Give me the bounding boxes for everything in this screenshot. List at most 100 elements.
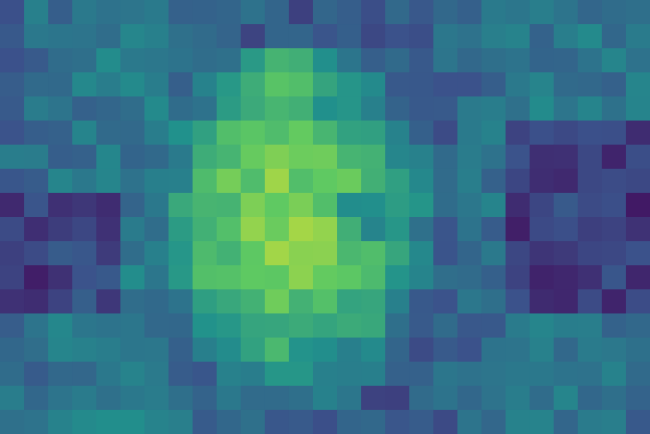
mosaic-cell bbox=[530, 410, 555, 434]
mosaic-cell bbox=[144, 265, 169, 290]
mosaic-cell bbox=[337, 0, 362, 25]
mosaic-cell bbox=[481, 193, 506, 218]
mosaic-cell bbox=[193, 386, 218, 411]
mosaic-cell bbox=[626, 193, 650, 218]
mosaic-cell bbox=[0, 193, 25, 218]
mosaic-cell bbox=[506, 265, 531, 290]
mosaic-cell bbox=[193, 145, 218, 170]
mosaic-cell bbox=[385, 265, 410, 290]
mosaic-cell bbox=[433, 313, 458, 338]
mosaic-cell bbox=[433, 265, 458, 290]
mosaic-cell bbox=[554, 338, 579, 363]
mosaic-cell bbox=[337, 24, 362, 49]
mosaic-cell bbox=[481, 72, 506, 97]
mosaic-cell bbox=[385, 48, 410, 73]
mosaic-cell bbox=[457, 338, 482, 363]
mosaic-cell bbox=[265, 24, 290, 49]
mosaic-cell bbox=[506, 0, 531, 25]
mosaic-cell bbox=[217, 410, 242, 434]
mosaic-cell bbox=[409, 265, 434, 290]
mosaic-cell bbox=[602, 0, 627, 25]
mosaic-cell bbox=[385, 217, 410, 242]
mosaic-cell bbox=[433, 289, 458, 314]
mosaic-cell bbox=[0, 0, 25, 25]
mosaic-cell bbox=[24, 289, 49, 314]
mosaic-cell bbox=[48, 0, 73, 25]
mosaic-cell bbox=[481, 362, 506, 387]
mosaic-cell bbox=[24, 265, 49, 290]
mosaic-cell bbox=[385, 313, 410, 338]
mosaic-cell bbox=[0, 410, 25, 434]
mosaic-cell bbox=[193, 217, 218, 242]
mosaic-cell bbox=[48, 338, 73, 363]
mosaic-cell bbox=[602, 386, 627, 411]
mosaic-cell bbox=[24, 145, 49, 170]
mosaic-cell bbox=[313, 313, 338, 338]
mosaic-cell bbox=[217, 48, 242, 73]
mosaic-cell bbox=[313, 96, 338, 121]
mosaic-cell bbox=[169, 313, 194, 338]
mosaic-cell bbox=[602, 362, 627, 387]
mosaic-cell bbox=[554, 313, 579, 338]
mosaic-cell bbox=[120, 362, 145, 387]
mosaic-cell bbox=[506, 48, 531, 73]
mosaic-cell bbox=[24, 96, 49, 121]
mosaic-cell bbox=[481, 48, 506, 73]
mosaic-cell bbox=[409, 338, 434, 363]
mosaic-cell bbox=[48, 217, 73, 242]
mosaic-cell bbox=[217, 193, 242, 218]
mosaic-cell bbox=[193, 289, 218, 314]
mosaic-cell bbox=[457, 145, 482, 170]
mosaic-cell bbox=[120, 169, 145, 194]
mosaic-cell bbox=[193, 362, 218, 387]
mosaic-cell bbox=[72, 241, 97, 266]
mosaic-cell bbox=[457, 96, 482, 121]
mosaic-cell bbox=[0, 241, 25, 266]
mosaic-cell bbox=[169, 169, 194, 194]
mosaic-cell bbox=[0, 313, 25, 338]
mosaic-cell bbox=[24, 121, 49, 146]
mosaic-cell bbox=[289, 72, 314, 97]
mosaic-cell bbox=[578, 0, 603, 25]
mosaic-cell bbox=[409, 169, 434, 194]
mosaic-cell bbox=[217, 313, 242, 338]
mosaic-cell bbox=[72, 362, 97, 387]
mosaic-cell bbox=[193, 96, 218, 121]
mosaic-cell bbox=[48, 386, 73, 411]
mosaic-cell bbox=[193, 193, 218, 218]
mosaic-cell bbox=[289, 48, 314, 73]
mosaic-cell bbox=[169, 217, 194, 242]
mosaic-cell bbox=[530, 241, 555, 266]
mosaic-cell bbox=[48, 24, 73, 49]
mosaic-cell bbox=[144, 241, 169, 266]
mosaic-cell bbox=[193, 313, 218, 338]
mosaic-cell bbox=[289, 169, 314, 194]
mosaic-cell bbox=[313, 72, 338, 97]
mosaic-cell bbox=[626, 241, 650, 266]
mosaic-cell bbox=[169, 241, 194, 266]
mosaic-cell bbox=[530, 0, 555, 25]
mosaic-cell bbox=[144, 145, 169, 170]
mosaic-cell bbox=[217, 338, 242, 363]
mosaic-cell bbox=[457, 265, 482, 290]
mosaic-cell bbox=[48, 193, 73, 218]
mosaic-cell bbox=[169, 24, 194, 49]
mosaic-cell bbox=[144, 313, 169, 338]
mosaic-cell bbox=[530, 289, 555, 314]
mosaic-cell bbox=[72, 193, 97, 218]
mosaic-cell bbox=[217, 169, 242, 194]
mosaic-cell bbox=[433, 24, 458, 49]
mosaic-cell bbox=[289, 24, 314, 49]
mosaic-cell bbox=[96, 72, 121, 97]
mosaic-cell bbox=[361, 193, 386, 218]
mosaic-cell bbox=[120, 145, 145, 170]
mosaic-cell bbox=[193, 265, 218, 290]
mosaic-cell bbox=[120, 313, 145, 338]
mosaic-cell bbox=[385, 362, 410, 387]
mosaic-cell bbox=[289, 265, 314, 290]
mosaic-cell bbox=[313, 193, 338, 218]
mosaic-cell bbox=[265, 193, 290, 218]
mosaic-cell bbox=[337, 241, 362, 266]
mosaic-cell bbox=[144, 72, 169, 97]
